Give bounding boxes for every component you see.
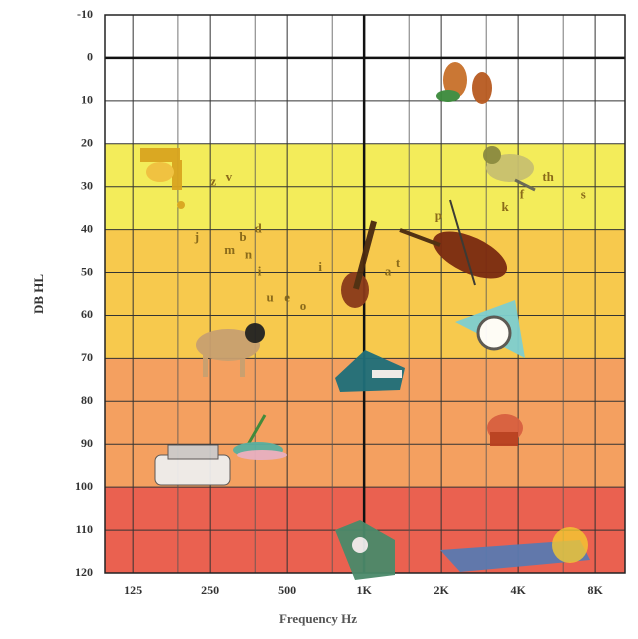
speech-sound: z (210, 173, 216, 188)
clock-icon (455, 300, 525, 358)
speech-sound: i (258, 264, 262, 279)
x-tick-label: 8K (587, 583, 603, 597)
y-tick-label: 110 (76, 522, 93, 536)
y-tick-label: 50 (81, 264, 93, 278)
dog-icon (196, 323, 265, 377)
y-tick-label: 20 (81, 136, 93, 150)
y-tick-label: 120 (75, 565, 93, 579)
speech-sound: d (255, 221, 263, 236)
speech-sound: n (245, 246, 253, 261)
speech-sound: u (267, 289, 274, 304)
y-tick-label: 60 (81, 307, 93, 321)
x-axis-label: Frequency Hz (279, 611, 357, 626)
speech-sound: p (435, 208, 442, 223)
phone-icon (487, 414, 523, 446)
speech-sound: e (284, 289, 290, 304)
speech-sound: t (396, 255, 401, 270)
x-tick-label: 1K (356, 583, 372, 597)
y-tick-label: 70 (81, 350, 93, 364)
x-tick-label: 250 (201, 583, 219, 597)
plane-icon (440, 527, 590, 572)
violin-icon (399, 199, 508, 286)
chainsaw-icon (335, 520, 395, 580)
speech-sound: th (542, 169, 554, 184)
speech-sound: v (226, 169, 233, 184)
speech-sound: k (502, 199, 510, 214)
y-tick-label: 10 (81, 93, 93, 107)
piano-icon (335, 350, 405, 392)
y-tick-label: 90 (81, 436, 93, 450)
y-tick-label: 30 (81, 178, 93, 192)
faucet-icon (140, 148, 185, 209)
speech-sound: m (224, 242, 235, 257)
y-tick-label: -10 (77, 7, 93, 21)
car-icon (154, 444, 231, 486)
speech-sound: j (194, 229, 199, 244)
y-axis-label: DB HL (31, 274, 46, 314)
bird-icon (483, 146, 536, 192)
speech-sound: b (239, 229, 246, 244)
speech-sound: s (581, 186, 586, 201)
y-tick-label: 100 (75, 479, 93, 493)
x-tick-label: 500 (278, 583, 296, 597)
speech-sound: i (318, 259, 322, 274)
speech-sound: o (300, 298, 307, 313)
x-tick-label: 4K (510, 583, 526, 597)
y-tick-label: 0 (87, 50, 93, 64)
x-tick-label: 125 (124, 583, 142, 597)
y-tick-label: 80 (81, 393, 93, 407)
y-tick-label: 40 (81, 221, 93, 235)
mower-icon (233, 414, 287, 460)
speech-sound: f (520, 186, 525, 201)
guitar-icon (341, 220, 377, 308)
leaves-icon (436, 62, 492, 104)
icons (140, 62, 590, 580)
speech-sound: a (385, 264, 392, 279)
x-tick-label: 2K (433, 583, 449, 597)
